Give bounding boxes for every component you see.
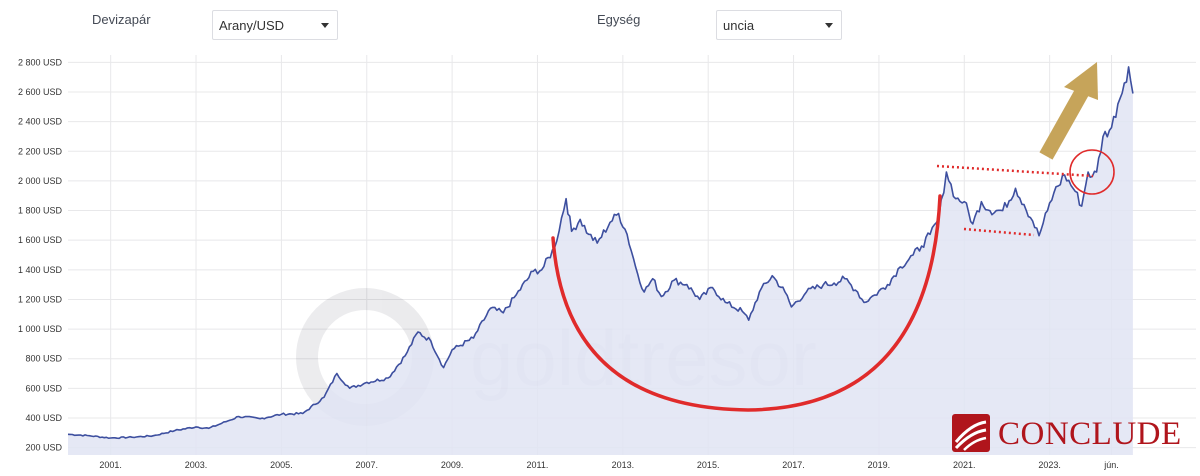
x-axis-ticks: 2001. 2003. 2005. 2007. 2009. 2011. 2013. 2015.…	[99, 460, 1118, 470]
x-tick-label: jún.	[1103, 460, 1119, 470]
y-tick-label: 2 400 USD	[18, 117, 63, 127]
arrow-head	[1064, 62, 1098, 100]
annotation-layer	[551, 62, 1115, 412]
x-tick-label: 2015.	[697, 460, 720, 470]
y-tick-label: 1 200 USD	[18, 294, 63, 304]
currency-pair-value: Arany/USD	[219, 18, 285, 33]
price-area	[68, 66, 1133, 456]
y-tick-label: 800 USD	[25, 354, 62, 364]
chevron-down-icon	[825, 23, 833, 28]
y-tick-label: 2 200 USD	[18, 146, 63, 156]
x-tick-label: 2005.	[270, 460, 293, 470]
handle-lower-line	[963, 227, 1035, 237]
chevron-down-icon	[321, 23, 329, 28]
y-tick-label: 1 000 USD	[18, 324, 63, 334]
conclude-logo-icon	[952, 414, 990, 452]
x-tick-label: 2013.	[612, 460, 635, 470]
y-axis-ticks: 200 USD 400 USD 600 USD 800 USD 1 000 USD 1 2…	[18, 57, 63, 452]
y-tick-label: 2 600 USD	[18, 87, 63, 97]
conclude-brand: CONCLUDE	[952, 414, 1197, 454]
x-tick-label: 2007.	[355, 460, 378, 470]
x-tick-label: 2011.	[527, 460, 549, 470]
x-tick-label: 2019.	[868, 460, 891, 470]
unit-select[interactable]: uncia	[716, 10, 842, 40]
handle-upper-line	[936, 164, 1094, 178]
x-tick-label: 2003.	[185, 460, 208, 470]
y-tick-label: 1 600 USD	[18, 235, 63, 245]
y-tick-label: 1 400 USD	[18, 265, 63, 275]
breakout-circle	[1069, 149, 1115, 195]
currency-pair-select[interactable]: Arany/USD	[212, 10, 338, 40]
unit-label: Egység	[597, 12, 641, 27]
arrow-shaft	[1039, 88, 1089, 160]
y-tick-label: 2 800 USD	[18, 57, 63, 67]
brand-name: CONCLUDE	[998, 416, 1182, 452]
x-tick-label: 2021.	[953, 460, 976, 470]
y-tick-label: 1 800 USD	[18, 206, 63, 216]
arrow-up-icon	[1039, 62, 1098, 160]
area-layer	[68, 66, 1133, 456]
line-layer	[67, 66, 1134, 440]
y-tick-label: 400 USD	[25, 413, 62, 423]
pair-label: Devizapár	[92, 12, 151, 27]
y-tick-label: 2 000 USD	[18, 176, 63, 186]
x-tick-label: 2017.	[782, 460, 805, 470]
unit-value: uncia	[723, 18, 755, 33]
cup-arc	[551, 194, 942, 412]
x-tick-label: 2023.	[1038, 460, 1061, 470]
price-line	[67, 66, 1134, 440]
y-tick-label: 200 USD	[25, 443, 62, 453]
x-tick-label: 2001.	[99, 460, 122, 470]
y-tick-label: 600 USD	[25, 383, 62, 393]
x-tick-label: 2009.	[441, 460, 464, 470]
